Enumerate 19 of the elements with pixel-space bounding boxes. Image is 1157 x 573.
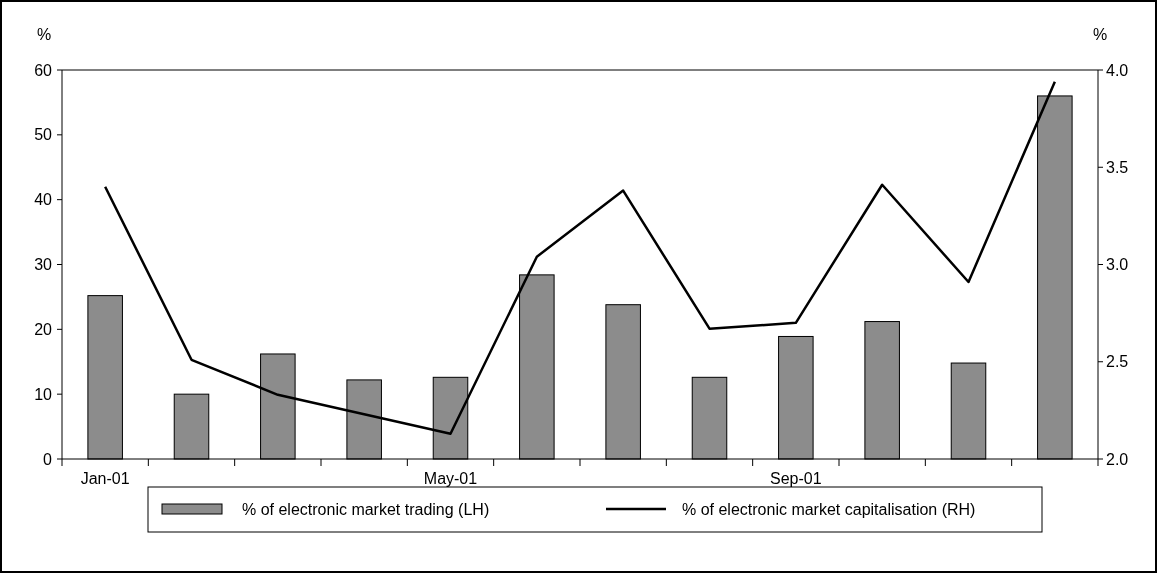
y-tick-label: 30 [34,256,53,274]
y2-tick-label: 3.0 [1106,256,1129,274]
y2-tick-label: 2.0 [1106,450,1129,468]
y2-axis-title: % [1092,26,1108,43]
y2-tick-label: 4.0 [1106,61,1129,79]
legend-label: % of electronic market trading (LH) [242,500,490,518]
x-tick-label: Jan-01 [80,470,130,487]
y-tick-label: 50 [34,126,53,144]
legend-label: % of electronic market capitalisation (RH) [682,500,976,518]
x-tick-label: Sep-01 [770,470,822,487]
y-tick-label: 40 [34,191,53,209]
y-tick-label: 10 [34,385,53,403]
y-tick-label: 60 [34,61,53,79]
x-tick-label: May-01 [423,470,478,487]
y-axis-title: % [36,26,52,43]
y2-tick-label: 2.5 [1106,353,1129,371]
y-tick-label: 0 [43,450,53,468]
y-tick-label: 20 [34,320,53,338]
y2-tick-label: 3.5 [1106,158,1129,176]
